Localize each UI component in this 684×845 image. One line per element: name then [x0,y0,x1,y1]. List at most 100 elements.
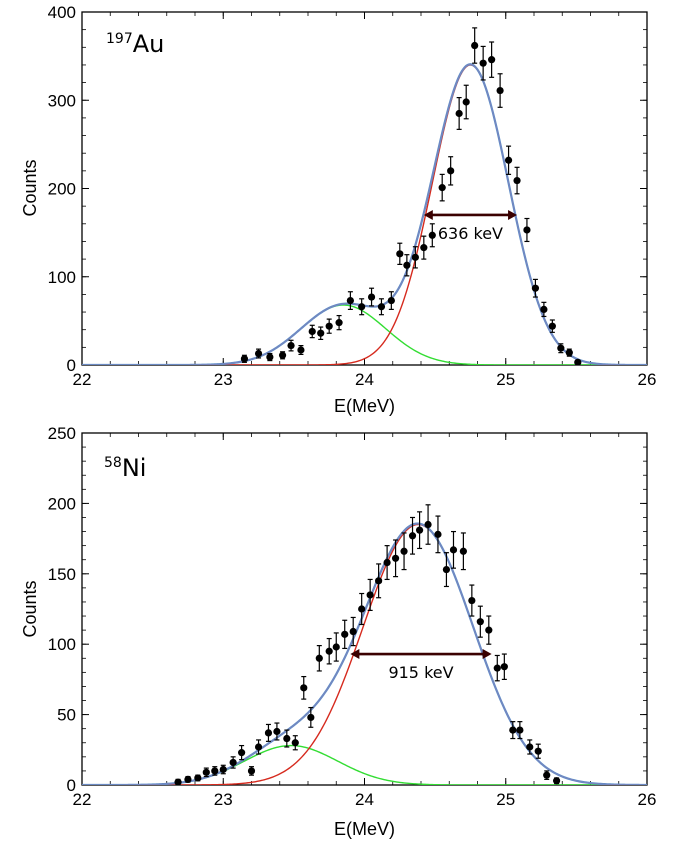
data-marker [266,353,274,361]
data-point [315,645,323,672]
data-marker [468,596,476,605]
data-point [526,739,534,755]
data-marker [377,303,386,311]
y-tick-label: 100 [48,268,76,287]
data-point [287,339,295,352]
data-marker [194,774,202,782]
data-point [297,344,305,356]
data-marker [504,156,513,164]
data-point [278,351,287,360]
data-series [240,27,582,365]
data-point [424,504,432,545]
y-tick-label: 400 [48,3,76,22]
data-marker [387,296,395,305]
data-marker [254,349,263,358]
data-point [367,287,376,307]
data-point [447,156,455,186]
data-point [557,343,565,354]
data-point [420,235,428,260]
data-marker [420,244,428,252]
x-tick-label: 26 [638,370,657,389]
x-axis-label: E(MeV) [334,819,395,839]
y-tick-label: 200 [48,494,76,513]
data-point [534,743,542,759]
data-marker [543,771,551,779]
data-marker [341,630,349,638]
data-point [500,653,508,681]
data-point [346,291,354,311]
data-marker [434,530,442,538]
data-point [548,319,556,333]
data-point [375,563,383,599]
data-marker [375,577,383,585]
data-point [387,291,395,311]
data-point [496,73,504,108]
data-point [516,721,524,740]
peak-fit-curve [82,64,647,365]
data-marker [278,351,287,359]
y-tick-label: 200 [48,180,76,199]
data-marker [219,765,227,774]
data-marker [523,226,531,234]
data-marker [346,296,354,305]
nucleus-mass-number: 197 [106,31,133,47]
plot-area [82,504,647,785]
x-tick-label: 24 [355,370,374,389]
y-tick-label: 150 [48,565,76,584]
data-point [442,552,451,588]
fwhm-arrow-head-right [508,209,518,220]
ticks: 22 23 24 25 26 0 100 200 300 400 [48,3,657,389]
data-marker [540,305,548,314]
data-marker [367,293,376,301]
y-axis-label: Counts [20,159,40,216]
data-marker [332,643,340,651]
data-marker [526,743,534,751]
y-tick-label: 0 [67,776,76,795]
data-point [264,723,273,742]
data-marker [174,778,182,785]
data-point [540,301,548,318]
data-marker [493,664,501,672]
data-marker [516,726,524,734]
data-point [238,744,246,761]
total-fit-curve-overlay [82,63,647,365]
data-point [308,324,316,339]
data-point [317,326,325,341]
data-marker [400,547,408,555]
data-marker [325,647,333,655]
data-marker [513,176,521,185]
x-tick-label: 22 [73,370,92,389]
data-point [468,584,476,617]
data-point [341,619,349,650]
data-marker [553,777,561,785]
data-point [504,145,513,175]
data-marker [307,713,315,722]
data-point [471,27,479,64]
data-point [438,173,446,202]
data-point [219,764,227,775]
nucleus-element: Ni [122,454,147,482]
y-axis-label: Counts [20,580,40,637]
fwhm-annotation: 636 keV [423,209,518,243]
data-point [325,318,333,334]
data-point [485,615,493,645]
data-point [403,254,411,277]
data-point [479,45,487,81]
nucleus-element: Au [133,30,165,58]
data-marker [366,591,374,599]
chart-panel-2: 22 23 24 25 26 0 50 100 150 200 250 E(MeV) Counts 915… [20,424,656,839]
data-point [513,166,521,195]
y-tick-label: 300 [48,91,76,110]
data-marker [358,605,366,613]
data-marker [447,167,455,175]
data-marker [411,253,419,261]
y-tick-label: 100 [48,635,76,654]
data-point [383,545,391,581]
data-marker [428,231,436,239]
data-marker [211,767,219,775]
data-point [247,766,256,776]
data-marker [574,358,582,365]
data-marker [238,749,246,757]
x-tick-label: 22 [73,790,92,809]
